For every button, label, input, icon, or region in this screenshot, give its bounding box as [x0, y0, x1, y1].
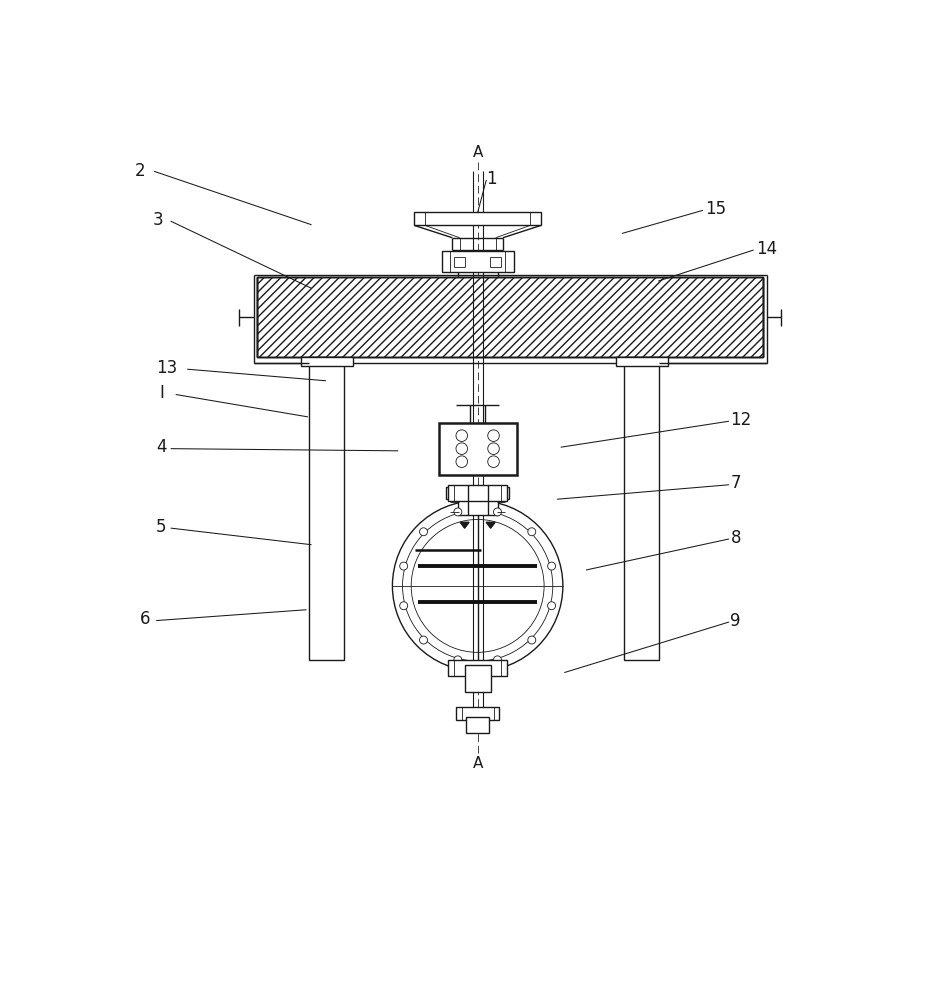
Circle shape	[528, 636, 536, 644]
Circle shape	[548, 562, 555, 570]
Circle shape	[411, 519, 544, 652]
Text: 8: 8	[731, 529, 741, 547]
Circle shape	[487, 456, 500, 467]
Circle shape	[456, 430, 468, 441]
Polygon shape	[460, 522, 469, 528]
Text: 3: 3	[153, 211, 163, 229]
Text: 13: 13	[157, 359, 177, 377]
Circle shape	[456, 443, 468, 454]
Bar	[257, 277, 763, 357]
Bar	[439, 423, 516, 475]
Text: 14: 14	[756, 240, 777, 258]
Bar	[301, 357, 352, 366]
Bar	[448, 660, 507, 676]
Bar	[309, 357, 344, 660]
Bar	[465, 665, 490, 692]
Circle shape	[487, 430, 500, 441]
Circle shape	[456, 456, 468, 467]
Text: 7: 7	[731, 474, 741, 492]
Circle shape	[528, 528, 536, 536]
Circle shape	[548, 602, 555, 610]
Text: A: A	[473, 756, 483, 771]
Circle shape	[493, 508, 501, 516]
Bar	[415, 212, 541, 225]
Bar	[624, 357, 659, 660]
Bar	[257, 277, 763, 357]
Text: 1: 1	[487, 170, 497, 188]
Circle shape	[400, 562, 407, 570]
Circle shape	[400, 602, 407, 610]
Text: I: I	[160, 384, 165, 402]
Bar	[442, 251, 514, 272]
Text: 6: 6	[140, 610, 150, 628]
Text: 5: 5	[157, 518, 167, 536]
Circle shape	[454, 508, 462, 516]
Text: 12: 12	[731, 411, 752, 429]
Bar	[445, 487, 510, 499]
Text: 2: 2	[134, 162, 145, 180]
Bar	[466, 717, 489, 733]
Bar	[616, 357, 667, 366]
Circle shape	[403, 511, 553, 661]
Text: 15: 15	[706, 200, 726, 218]
Bar	[456, 707, 500, 720]
Polygon shape	[487, 522, 495, 528]
Circle shape	[419, 528, 428, 536]
Bar	[448, 485, 507, 501]
Circle shape	[454, 656, 462, 664]
Text: 9: 9	[731, 612, 741, 630]
Text: 4: 4	[157, 438, 167, 456]
Bar	[458, 499, 498, 515]
Circle shape	[419, 636, 428, 644]
Circle shape	[487, 443, 500, 454]
Circle shape	[392, 501, 563, 671]
Text: A: A	[473, 145, 483, 160]
Circle shape	[493, 656, 501, 664]
